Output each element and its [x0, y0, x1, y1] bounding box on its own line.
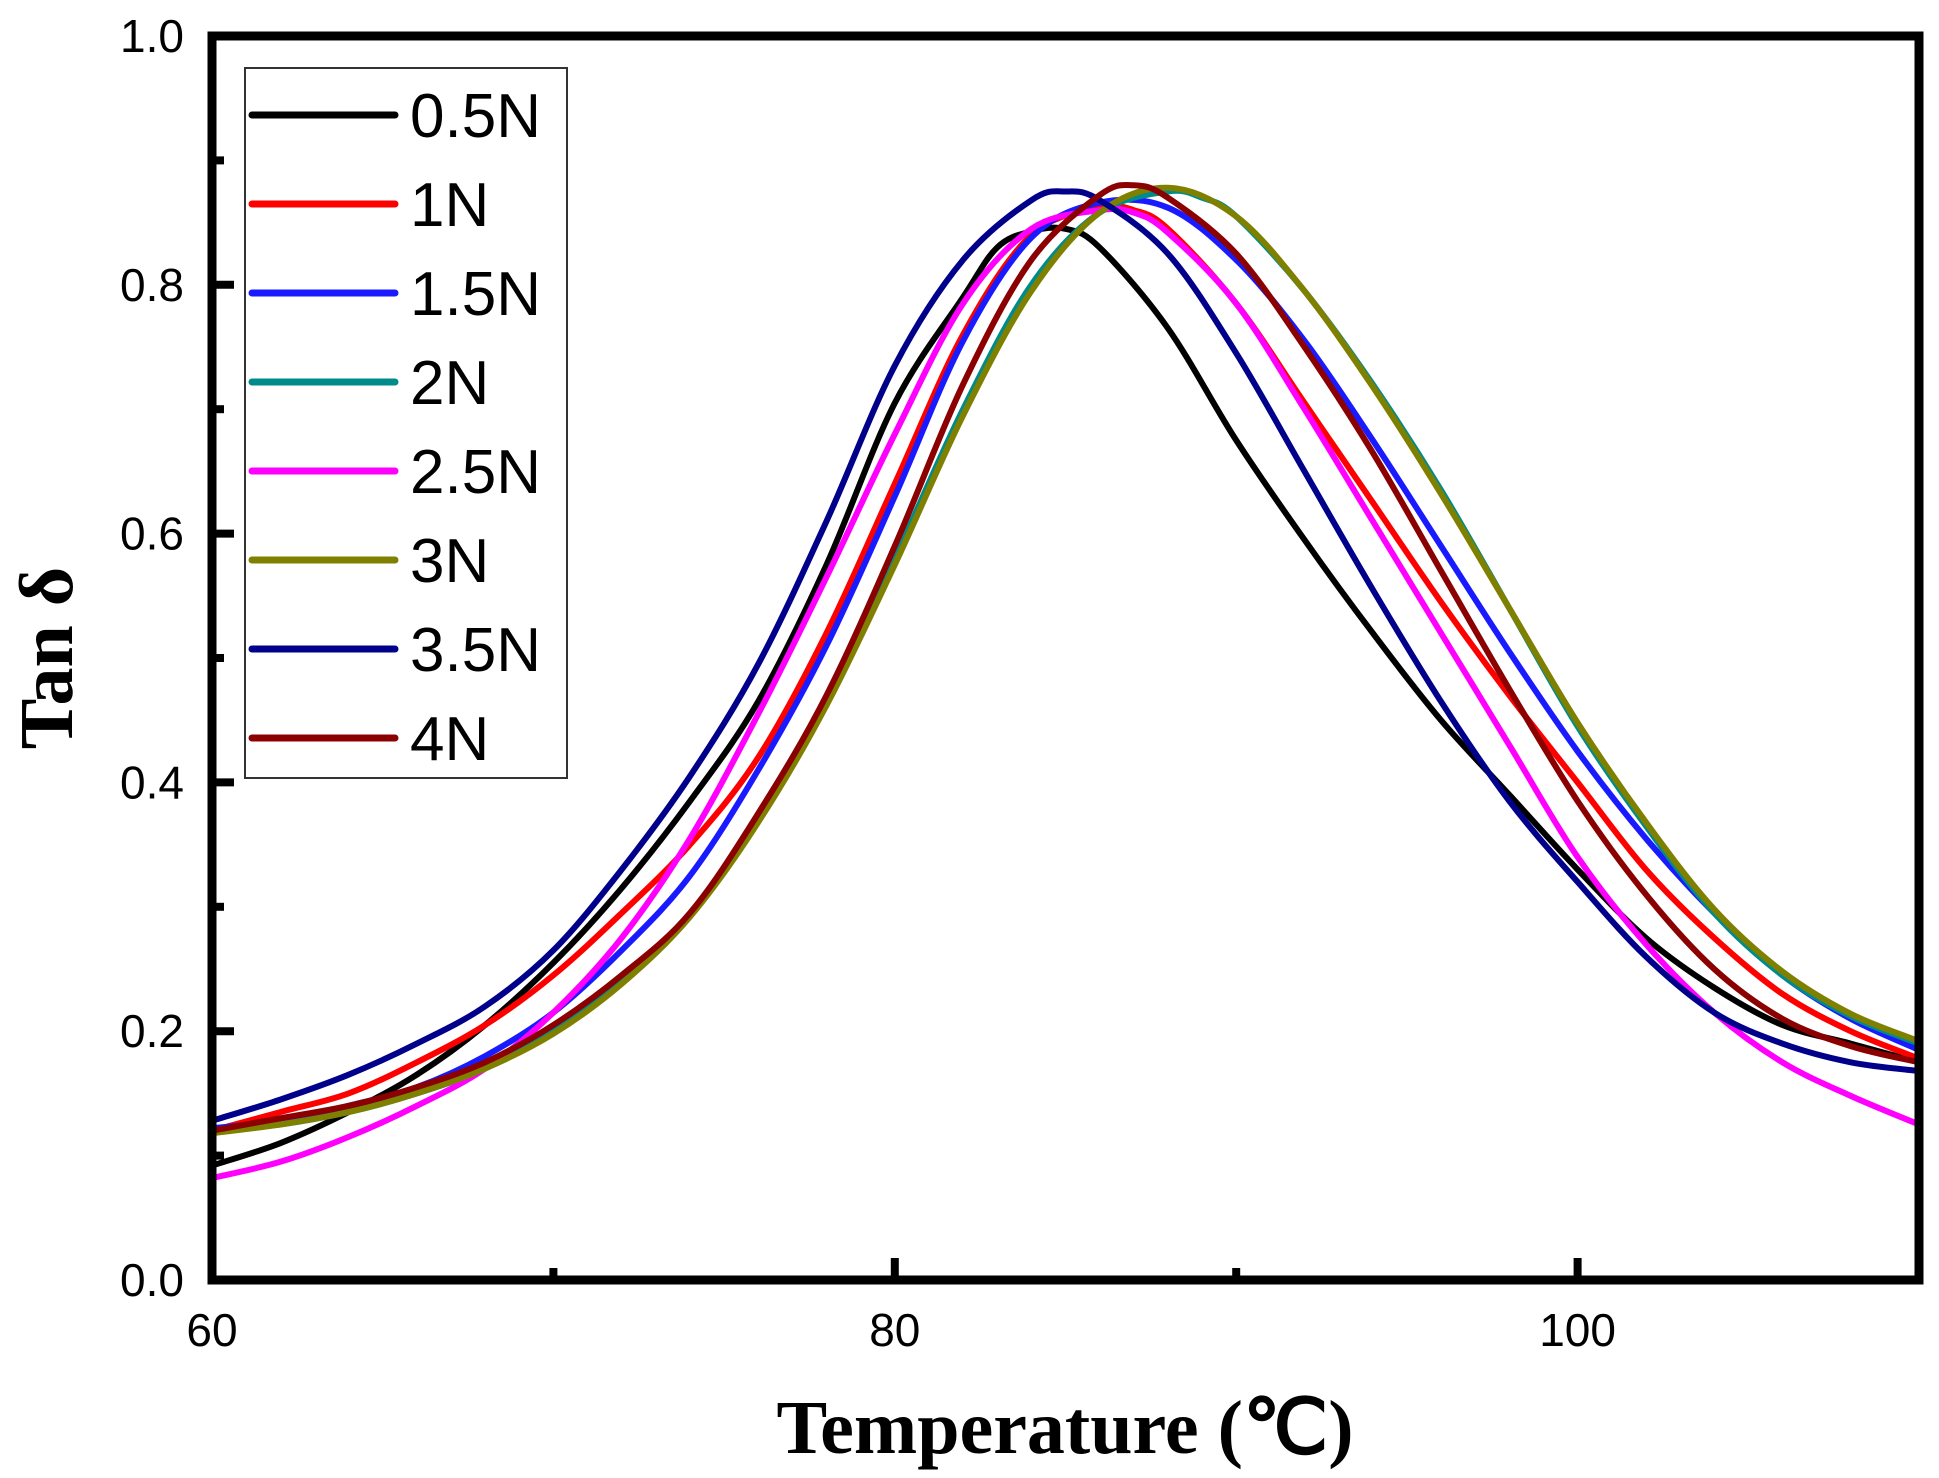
y-tick-label: 0.6 — [120, 508, 184, 560]
y-tick-label: 0.4 — [120, 756, 184, 808]
x-tick-label: 100 — [1539, 1304, 1616, 1356]
series-layer — [212, 181, 1919, 1181]
legend-label-3: 2N — [410, 349, 489, 418]
axis-tick-labels: 60 80 100 0.0 0.2 0.4 0.6 0.8 1.0 — [120, 10, 1616, 1356]
y-tick-label: 1.0 — [120, 10, 184, 62]
series-line-7 — [212, 181, 1919, 1134]
y-tick-label: 0.2 — [120, 1005, 184, 1057]
y-axis-title: Tan δ — [5, 567, 89, 749]
legend-label-1: 1N — [410, 171, 489, 240]
series-line-6 — [212, 188, 1919, 1124]
x-tick-label: 80 — [869, 1304, 920, 1356]
x-axis-title: Temperature (℃) — [776, 1386, 1353, 1470]
y-tick-label: 0.8 — [120, 259, 184, 311]
legend-label-7: 4N — [410, 705, 489, 774]
series-line-4 — [212, 205, 1919, 1181]
legend-label-4: 2.5N — [410, 438, 541, 507]
series-line-5 — [212, 184, 1919, 1137]
legend-label-2: 1.5N — [410, 260, 541, 329]
legend-box — [244, 67, 568, 779]
x-tick-label: 60 — [186, 1304, 237, 1356]
legend-label-5: 3N — [410, 527, 489, 596]
legend: 0.5N 1N 1.5N 2N 2.5N 3N 3.5N 4N — [244, 67, 568, 779]
axis-ticks — [208, 32, 1582, 1284]
y-tick-label: 0.0 — [120, 1254, 184, 1306]
legend-label-0: 0.5N — [410, 82, 541, 151]
legend-label-6: 3.5N — [410, 616, 541, 685]
